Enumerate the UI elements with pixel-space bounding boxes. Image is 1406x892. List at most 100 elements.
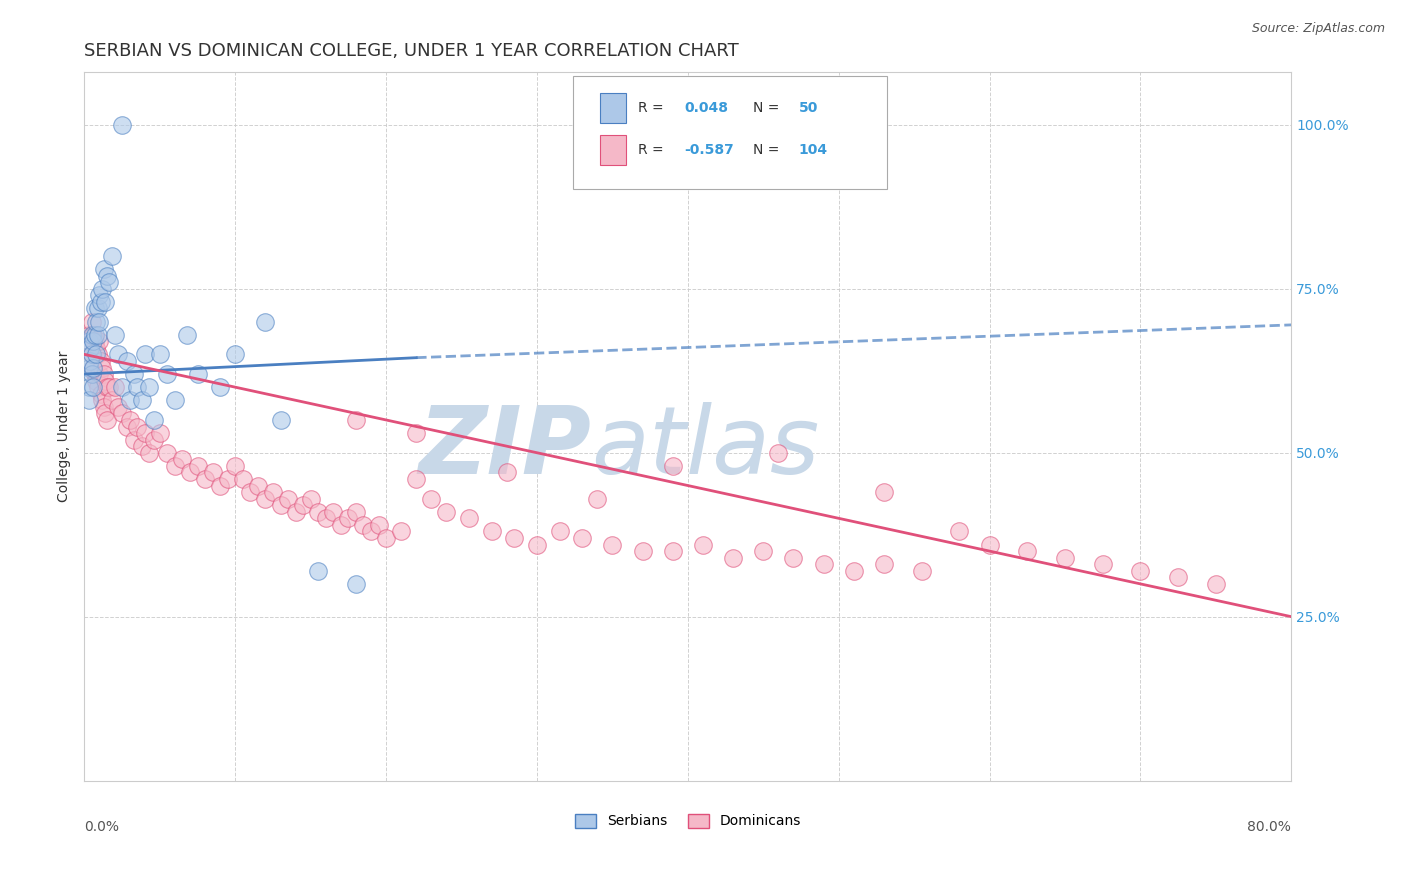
- Point: [337, 511, 360, 525]
- Point: [87, 380, 110, 394]
- Point: [80, 327, 103, 342]
- Point: [405, 472, 427, 486]
- Point: [503, 531, 526, 545]
- Text: -0.587: -0.587: [685, 144, 734, 157]
- Point: [89, 334, 111, 349]
- Point: [661, 544, 683, 558]
- Point: [118, 413, 141, 427]
- Point: [911, 564, 934, 578]
- Point: [80, 367, 103, 381]
- Point: [82, 334, 104, 349]
- Point: [149, 426, 172, 441]
- Text: 104: 104: [799, 144, 828, 157]
- Point: [87, 347, 110, 361]
- Point: [344, 505, 367, 519]
- Point: [90, 354, 112, 368]
- Point: [209, 478, 232, 492]
- Point: [176, 327, 198, 342]
- Point: [813, 558, 835, 572]
- Point: [344, 577, 367, 591]
- Point: [270, 413, 292, 427]
- Point: [163, 393, 186, 408]
- Text: R =: R =: [638, 101, 664, 115]
- Point: [93, 262, 115, 277]
- Point: [353, 517, 375, 532]
- Point: [77, 380, 100, 394]
- Point: [90, 386, 112, 401]
- Point: [79, 341, 101, 355]
- Point: [224, 347, 246, 361]
- Point: [134, 426, 156, 441]
- Text: R =: R =: [638, 144, 664, 157]
- Point: [131, 393, 153, 408]
- Point: [80, 347, 103, 361]
- Point: [239, 485, 262, 500]
- Point: [292, 498, 315, 512]
- Point: [768, 446, 790, 460]
- Point: [842, 564, 865, 578]
- Point: [194, 472, 217, 486]
- Point: [86, 374, 108, 388]
- Point: [270, 498, 292, 512]
- Point: [254, 491, 277, 506]
- Point: [84, 334, 107, 349]
- Point: [96, 380, 118, 394]
- FancyBboxPatch shape: [600, 136, 626, 165]
- Point: [138, 446, 160, 460]
- Point: [548, 524, 571, 539]
- Point: [246, 478, 269, 492]
- Point: [91, 393, 114, 408]
- Point: [79, 354, 101, 368]
- Point: [254, 315, 277, 329]
- Point: [127, 380, 149, 394]
- Point: [77, 393, 100, 408]
- Point: [782, 550, 804, 565]
- Point: [692, 537, 714, 551]
- Point: [97, 275, 120, 289]
- Point: [91, 360, 114, 375]
- Point: [979, 537, 1001, 551]
- Point: [94, 294, 117, 309]
- Point: [122, 433, 145, 447]
- Point: [277, 491, 299, 506]
- Point: [111, 380, 134, 394]
- Point: [344, 413, 367, 427]
- Point: [82, 360, 104, 375]
- Point: [1129, 564, 1152, 578]
- Point: [1205, 577, 1227, 591]
- Point: [284, 505, 307, 519]
- Point: [495, 466, 517, 480]
- Point: [87, 301, 110, 316]
- Point: [107, 400, 129, 414]
- Point: [661, 458, 683, 473]
- Point: [87, 327, 110, 342]
- Point: [94, 374, 117, 388]
- Text: ZIP: ZIP: [419, 401, 592, 494]
- Point: [100, 249, 122, 263]
- Text: 0.048: 0.048: [685, 101, 728, 115]
- Point: [84, 301, 107, 316]
- Point: [82, 327, 104, 342]
- Point: [134, 347, 156, 361]
- Point: [631, 544, 654, 558]
- Text: Source: ZipAtlas.com: Source: ZipAtlas.com: [1251, 22, 1385, 36]
- Point: [1167, 570, 1189, 584]
- Point: [163, 458, 186, 473]
- Point: [375, 531, 398, 545]
- Point: [420, 491, 443, 506]
- Text: 0.0%: 0.0%: [84, 820, 120, 834]
- Point: [367, 517, 389, 532]
- FancyBboxPatch shape: [600, 93, 626, 123]
- Point: [315, 511, 337, 525]
- Text: atlas: atlas: [592, 402, 820, 493]
- Point: [96, 413, 118, 427]
- Point: [77, 360, 100, 375]
- Point: [201, 466, 224, 480]
- Point: [96, 268, 118, 283]
- Point: [111, 118, 134, 132]
- Point: [307, 505, 329, 519]
- Text: N =: N =: [754, 101, 779, 115]
- Point: [299, 491, 322, 506]
- Text: SERBIAN VS DOMINICAN COLLEGE, UNDER 1 YEAR CORRELATION CHART: SERBIAN VS DOMINICAN COLLEGE, UNDER 1 YE…: [84, 42, 740, 60]
- Point: [571, 531, 593, 545]
